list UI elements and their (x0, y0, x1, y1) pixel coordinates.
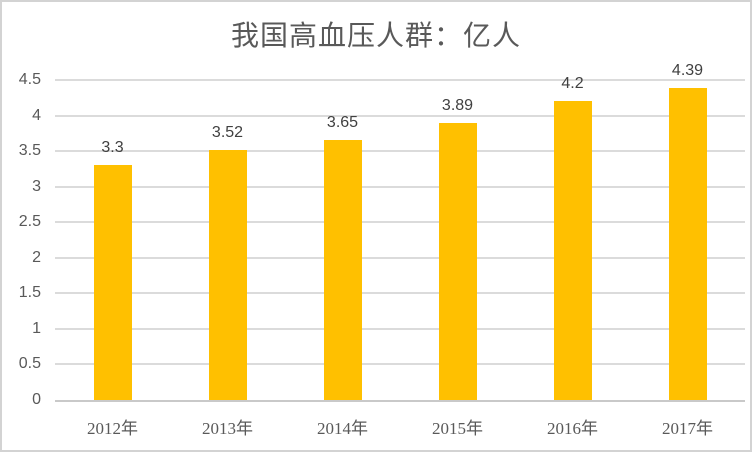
bar-2012年 (93, 165, 132, 400)
y-tick-label: 2 (32, 248, 41, 266)
x-tick-label: 2013年 (202, 419, 253, 438)
bar-2014年 (323, 140, 362, 400)
bar-slot: 3.3 (55, 80, 170, 400)
y-tick-label: 1 (32, 319, 41, 337)
gridlines (55, 79, 745, 400)
x-tick-label: 2017年 (662, 419, 713, 438)
gridline (55, 221, 745, 224)
x-tick-label: 2016年 (547, 419, 598, 438)
bar-2015年 (438, 123, 477, 400)
bar-slot: 4.39 (630, 62, 745, 400)
x-axis: 2012年 2013年 2014年 2015年 2016年 2017年 (55, 402, 745, 439)
gridline (55, 185, 745, 188)
y-tick-label: 4 (32, 106, 41, 124)
bar-series: 3.3 3.52 3.65 3.89 4.2 4.39 (55, 62, 745, 400)
gridline (55, 114, 745, 117)
bar-slot: 3.65 (285, 80, 400, 400)
gridline (55, 256, 745, 259)
gridline (55, 327, 745, 330)
x-tick-label: 2014年 (317, 419, 368, 438)
bar-value-label: 3.52 (211, 123, 244, 141)
bar-value-label: 3.89 (441, 97, 474, 115)
gridline (55, 150, 745, 153)
bar-slot: 4.2 (515, 75, 630, 400)
bar-2013年 (208, 149, 247, 400)
x-tick-label: 2012年 (87, 419, 138, 438)
gridline (55, 363, 745, 366)
gridline (55, 292, 745, 295)
y-tick-label: 0.5 (18, 355, 41, 373)
y-tick-label: 2.5 (18, 213, 41, 231)
plot-area: 3.3 3.52 3.65 3.89 4.2 4.39 (55, 62, 745, 402)
y-tick-label: 0 (32, 391, 41, 408)
y-tick-label: 4.5 (18, 71, 41, 88)
y-tick-label: 3.5 (18, 142, 41, 160)
bar-2016年 (553, 101, 592, 400)
bar-slot: 3.52 (170, 80, 285, 400)
gridline (55, 79, 745, 81)
y-axis: 0 0.5 1 1.5 2 2.5 3 3.5 4 4.5 (2, 71, 48, 408)
x-tick-label: 2015年 (432, 419, 483, 438)
bar-value-label: 3.65 (326, 114, 359, 132)
y-tick-label: 3 (32, 177, 41, 195)
bar-value-label: 3.3 (101, 139, 124, 157)
bar-value-label: 4.39 (671, 61, 704, 79)
y-tick-label: 1.5 (18, 284, 41, 302)
bar-slot: 3.89 (400, 80, 515, 400)
chart-title: 我国高血压人群：亿人 (230, 21, 521, 52)
bar-2017年 (668, 87, 707, 400)
